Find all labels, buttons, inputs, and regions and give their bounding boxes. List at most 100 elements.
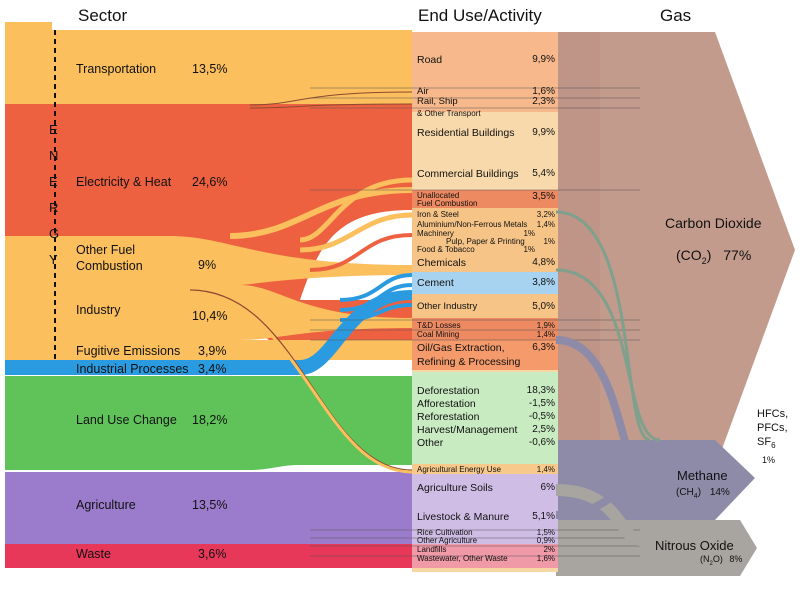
end-use-label: Livestock & Manure — [417, 511, 510, 523]
end-use-pct: 5,1% — [532, 511, 555, 522]
end-use-label: T&D Losses — [417, 321, 461, 330]
ch4-formula-text: (CH — [676, 487, 694, 498]
sector-pct: 3,9% — [198, 344, 227, 358]
end-use-pct: 9,9% — [532, 54, 555, 65]
end-use-industry — [412, 208, 558, 318]
end-use-label: Residential Buildings — [417, 127, 515, 139]
end-use-pct: 6,3% — [532, 342, 555, 353]
sector-pct: 9% — [198, 258, 217, 272]
end-use-pct: 3,5% — [532, 191, 555, 202]
end-use-label: Afforestation — [417, 398, 476, 410]
end-use-pct: 1,4% — [536, 220, 555, 229]
flow-curve — [299, 177, 413, 243]
sector-label: Other Fuel — [76, 243, 136, 257]
end-use-pct: 18,3% — [526, 385, 555, 396]
end-use-label: Road — [417, 54, 443, 66]
end-use-label: Machinery — [417, 229, 454, 238]
end-use-unallocated — [412, 190, 558, 208]
end-use-pct: 1,5% — [536, 528, 555, 537]
end-use-pct: -0,6% — [528, 437, 555, 448]
end-use-pct: -1,5% — [528, 398, 555, 409]
end-use-label: Other Agriculture — [417, 536, 478, 545]
end-use-pct: 1,9% — [536, 321, 555, 330]
land-use-band — [5, 376, 412, 470]
co2-arrow-shape — [556, 32, 795, 468]
sector-label: Land Use Change — [76, 413, 177, 427]
ch4-sub: 4 — [693, 493, 698, 500]
end-use-label: Aluminium/Non-Ferrous Metals — [417, 220, 528, 229]
fgas-sub: 6 — [771, 441, 776, 451]
end-use-label: Other — [417, 437, 444, 449]
end-use-agri — [412, 474, 558, 544]
co2-formula: (CO2) 77% — [676, 247, 751, 266]
n2o-arrow-shape — [556, 520, 757, 576]
sector-pct: 18,2% — [192, 413, 228, 427]
energy-letter: G — [49, 226, 60, 241]
end-use-label: Rice Cultivation — [417, 528, 473, 537]
end-use-label: Wastewater, Other Waste — [417, 554, 508, 563]
fgas-line2: PFCs, — [757, 422, 788, 434]
end-use-label: Cement — [417, 277, 454, 289]
fugitive-band — [5, 340, 412, 360]
sector-label: Industry — [76, 303, 121, 317]
waste-band — [5, 544, 412, 568]
sector-label: Fugitive Emissions — [76, 344, 181, 358]
energy-letter: E — [49, 122, 58, 137]
end-use-pct: 1,4% — [536, 330, 555, 339]
industrial-processes-band — [5, 290, 412, 375]
end-use-label: Other Industry — [417, 301, 478, 312]
flow-curve — [555, 484, 642, 546]
co2-formula-text: (CO — [676, 247, 702, 263]
sector-pct: 10,4% — [192, 309, 228, 323]
n2o-formula: (N2O) 8% — [700, 554, 742, 567]
end-use-pct: 3,8% — [532, 277, 555, 288]
electricity-band — [5, 104, 412, 345]
flow-curve — [555, 268, 661, 442]
energy-letter: R — [49, 200, 59, 215]
sector-pct: 24,6% — [192, 175, 228, 189]
ch4-close: ) — [697, 487, 702, 498]
end-use-label: & Other Transport — [417, 109, 481, 118]
sector-label: Combustion — [76, 259, 143, 273]
end-use-label: Food & Tobacco — [417, 245, 475, 254]
end-use-label: Landfills — [417, 545, 447, 554]
end-use-pct: 3,2% — [536, 210, 555, 219]
end-use-header: End Use/Activity — [418, 6, 542, 25]
end-use-label: Chemicals — [417, 257, 467, 269]
industry-band — [5, 285, 412, 340]
end-use-pct: 6% — [540, 482, 555, 493]
sector-pct: 3,4% — [198, 362, 227, 376]
other-fuel-band — [5, 236, 412, 285]
energy-letter: E — [49, 174, 58, 189]
end-use-label: Iron & Steel — [417, 210, 459, 219]
methane-pct: 14% — [709, 487, 730, 498]
sector-pct: 3,6% — [198, 547, 227, 561]
flow-curve — [339, 273, 413, 302]
end-use-residential — [412, 112, 558, 158]
flow-curve — [555, 336, 642, 474]
n2o-sub: 2 — [709, 560, 713, 567]
end-use-pct: 1,6% — [532, 86, 555, 97]
sector-label: Industrial Processes — [76, 362, 189, 376]
end-use-oilgas — [412, 340, 558, 370]
end-use-label: Agricultural Energy Use — [417, 465, 502, 474]
end-use-cement — [412, 272, 558, 294]
co2-close: ) — [706, 247, 712, 263]
end-use-pct: 1,6% — [536, 554, 555, 563]
flow-curve — [555, 476, 641, 519]
co2-name: Carbon Dioxide — [665, 215, 762, 231]
methane-formula: (CH4) 14% — [676, 487, 730, 500]
end-use-pct: 1% — [523, 229, 535, 238]
flow-curve — [555, 210, 651, 442]
sector-pct: 13,5% — [192, 62, 228, 76]
end-use-pct: 1% — [543, 237, 555, 246]
end-use-pct: 9,9% — [532, 127, 555, 138]
fgas-sf: SF — [757, 436, 772, 448]
fgas-line1: HFCs, — [757, 408, 789, 420]
co2-sub: 2 — [701, 255, 707, 266]
flow-curve — [189, 289, 413, 471]
end-use-label: Agriculture Soils — [417, 482, 493, 494]
energy-letter: Y — [49, 252, 58, 267]
end-use-agri-energy — [412, 464, 558, 474]
